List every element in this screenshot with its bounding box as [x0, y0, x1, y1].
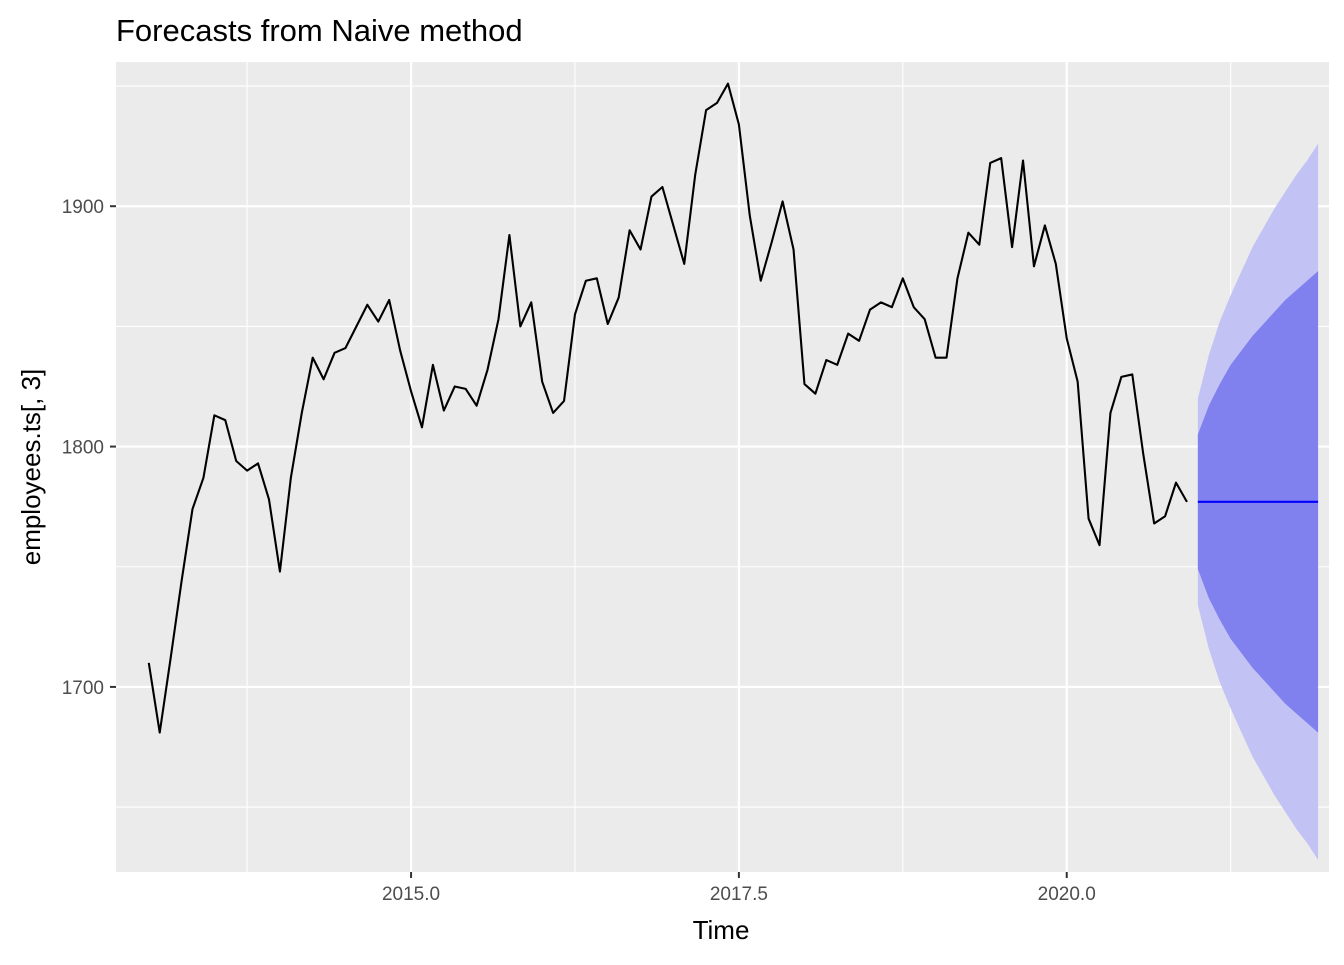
x-tick-label: 2020.0	[1038, 884, 1096, 905]
y-axis-title: employees.ts[, 3]	[16, 369, 46, 566]
grid-lines	[116, 62, 1329, 872]
y-tick-label: 1700	[62, 678, 104, 699]
series-lines	[147, 82, 1319, 734]
history-series-line	[147, 82, 1188, 734]
panel-background	[116, 62, 1329, 872]
x-tick-label: 2015.0	[382, 884, 440, 905]
chart-title: Forecasts from Naive method	[116, 13, 523, 48]
y-tick-label: 1800	[62, 438, 104, 459]
x-tick-label: 2017.5	[710, 884, 768, 905]
y-tick-label: 1900	[62, 197, 104, 218]
plot-panel	[116, 62, 1329, 872]
x-axis-title: Time	[693, 915, 750, 945]
axis-ticks: 2015.0 2017.5 2020.0 1700 1800 1900	[62, 197, 1096, 905]
